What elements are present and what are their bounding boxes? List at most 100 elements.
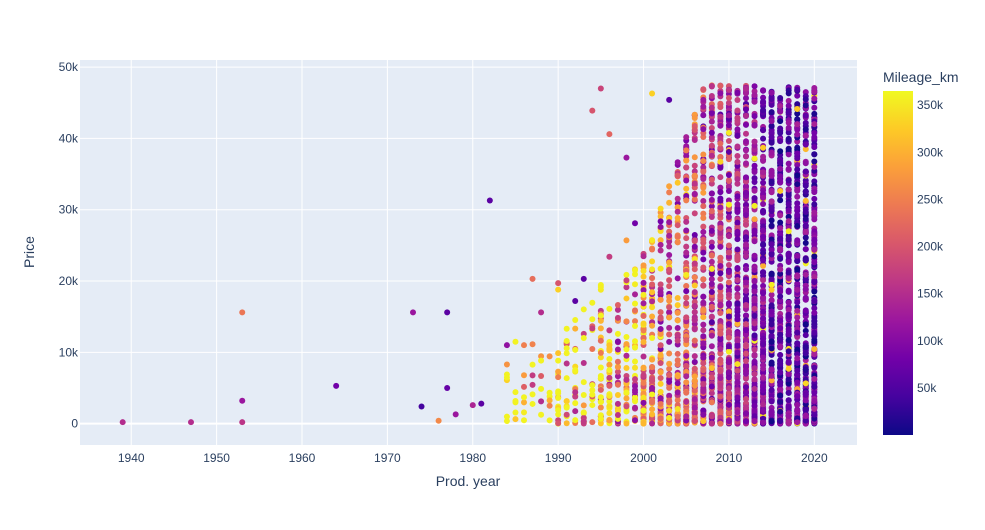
data-point [777, 103, 784, 110]
data-point [743, 341, 749, 348]
data-point [777, 352, 784, 359]
data-point [794, 266, 801, 273]
data-point [777, 392, 784, 399]
data-point [683, 157, 690, 164]
data-point [623, 237, 630, 244]
data-point [632, 394, 638, 401]
data-point [760, 320, 767, 327]
data-point [708, 289, 715, 296]
data-point [563, 360, 570, 367]
data-point [717, 229, 724, 236]
data-point [785, 299, 792, 306]
data-point [683, 235, 690, 242]
data-point [777, 369, 784, 376]
data-point [717, 174, 724, 181]
data-point [768, 101, 775, 108]
data-point [785, 371, 792, 378]
data-point [666, 314, 673, 321]
data-point [768, 276, 775, 283]
data-point [785, 160, 792, 167]
data-point [743, 241, 749, 248]
data-point [521, 394, 527, 401]
data-point [794, 359, 801, 366]
data-point [606, 410, 613, 417]
data-point [725, 122, 732, 129]
data-point [674, 172, 681, 179]
data-point [640, 372, 647, 379]
data-point [785, 337, 792, 344]
data-point [708, 196, 715, 203]
data-point [760, 107, 767, 114]
data-point [657, 352, 664, 359]
data-point [794, 181, 801, 188]
data-point [734, 409, 741, 416]
data-point [760, 218, 767, 225]
data-point [657, 395, 664, 402]
data-point [768, 251, 775, 258]
data-point [657, 415, 664, 422]
data-point [734, 285, 741, 292]
data-point [623, 333, 630, 340]
data-point [743, 396, 749, 403]
data-point [512, 389, 519, 396]
data-point [674, 214, 681, 221]
data-point [538, 385, 545, 392]
data-point [674, 222, 681, 229]
data-point [503, 413, 510, 420]
data-point [802, 132, 809, 139]
data-point [700, 236, 707, 243]
data-point [811, 309, 818, 316]
data-point [802, 146, 809, 153]
data-point [777, 129, 784, 136]
data-point [623, 420, 630, 427]
x-tick-label: 2010 [716, 451, 743, 465]
data-point [683, 177, 690, 184]
data-point [640, 312, 647, 319]
data-point [555, 357, 562, 364]
data-point [743, 153, 749, 160]
data-point [666, 189, 673, 196]
data-point [717, 309, 724, 316]
data-point [760, 194, 767, 201]
data-point [649, 281, 656, 288]
data-point [708, 109, 715, 116]
data-point [768, 178, 775, 185]
data-point [777, 165, 784, 172]
data-point [751, 146, 758, 153]
data-point [717, 393, 724, 400]
data-point [785, 129, 792, 136]
data-point [683, 185, 690, 192]
data-point [725, 87, 732, 94]
data-point [725, 401, 732, 408]
colorbar-tick-label: 250k [917, 192, 944, 206]
data-point [743, 183, 749, 190]
data-point [725, 148, 732, 155]
data-point [640, 291, 647, 298]
data-point [674, 317, 681, 324]
data-point [700, 249, 707, 256]
data-point [743, 418, 749, 425]
data-point [768, 408, 775, 415]
data-point [623, 376, 630, 383]
data-point [802, 366, 809, 373]
data-point [572, 400, 579, 407]
data-point [751, 351, 758, 358]
data-point [743, 358, 749, 365]
data-point [555, 280, 562, 287]
data-point [751, 370, 758, 377]
data-point [785, 242, 792, 249]
data-point [521, 383, 527, 390]
data-point [708, 276, 715, 283]
data-point [794, 314, 801, 321]
data-point [751, 162, 758, 169]
data-point [640, 379, 647, 386]
x-tick-label: 1980 [459, 451, 486, 465]
y-tick-label: 50k [59, 60, 79, 74]
data-point [708, 213, 715, 220]
data-point [691, 154, 698, 161]
data-point [768, 204, 775, 211]
data-point [751, 391, 758, 398]
data-point [589, 316, 596, 323]
data-point [785, 365, 792, 372]
